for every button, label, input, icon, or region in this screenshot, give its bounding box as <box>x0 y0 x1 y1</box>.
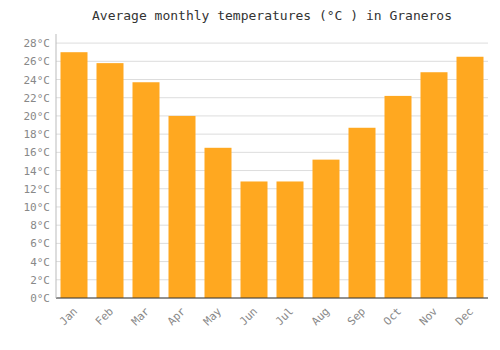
y-tick-label: 8°C <box>30 219 50 232</box>
bars <box>61 52 484 298</box>
x-tick-label: Oct <box>381 305 404 328</box>
y-tick-label: 6°C <box>30 237 50 250</box>
chart: Average monthly temperatures (°C ) in Gr… <box>0 0 500 350</box>
bar <box>457 57 484 298</box>
x-tick-label: Jul <box>273 305 296 328</box>
x-tick-label: Nov <box>417 305 441 329</box>
grid-line <box>56 298 488 299</box>
grid <box>56 43 488 298</box>
title: Average monthly temperatures (°C ) in Gr… <box>92 8 452 23</box>
bar <box>385 96 412 298</box>
x-tick-label: Jun <box>237 305 260 328</box>
bar <box>133 82 160 298</box>
y-tick-label: 16°C <box>24 146 51 159</box>
y-tick-label: 20°C <box>24 110 51 123</box>
y-axis-line <box>56 34 57 298</box>
y-tick-label: 26°C <box>24 55 51 68</box>
x-tick-label: Dec <box>453 305 476 328</box>
y-tick-label: 12°C <box>24 183 51 196</box>
y-tick-label: 14°C <box>24 165 51 178</box>
bar <box>169 116 196 298</box>
y-tick-label: 10°C <box>24 201 51 214</box>
y-tick-label: 4°C <box>30 256 50 269</box>
bar <box>349 128 376 298</box>
bar <box>313 160 340 298</box>
x-tick-label: May <box>201 305 225 329</box>
x-tick-label: Feb <box>93 305 116 328</box>
y-tick-label: 22°C <box>24 92 51 105</box>
grid-line <box>56 43 488 44</box>
y-tick-label: 18°C <box>24 128 51 141</box>
y-tick-label: 24°C <box>24 74 51 87</box>
bar <box>61 52 88 298</box>
x-tick-label: Mar <box>129 305 153 329</box>
x-tick-label: Aug <box>309 305 332 328</box>
x-tick-label: Sep <box>345 305 368 328</box>
bar <box>421 72 448 298</box>
y-tick-label: 2°C <box>30 274 50 287</box>
bar <box>241 181 268 298</box>
x-tick-label: Jan <box>57 305 80 328</box>
grid-line <box>56 61 488 62</box>
x-tick-label: Apr <box>165 305 189 329</box>
bar <box>205 148 232 298</box>
bar <box>97 63 124 298</box>
y-tick-label: 0°C <box>30 292 50 305</box>
x-axis-line <box>56 298 488 299</box>
bar <box>277 181 304 298</box>
y-tick-label: 28°C <box>24 37 51 50</box>
